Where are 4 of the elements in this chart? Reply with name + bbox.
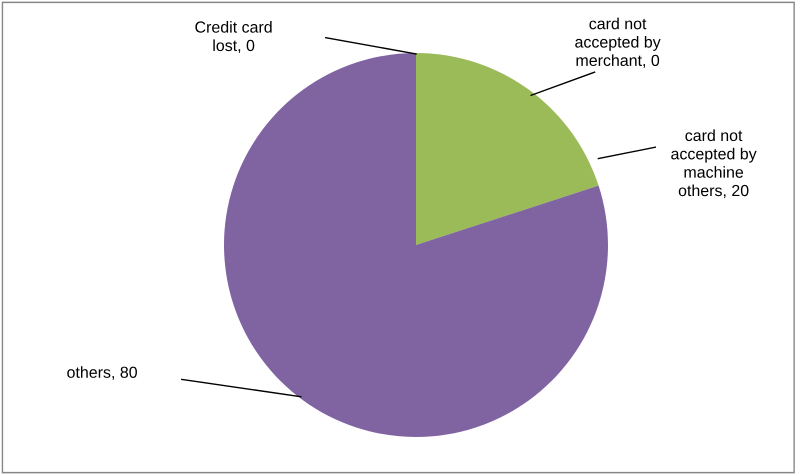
category-label: Credit card lost, 0 xyxy=(195,21,272,53)
slice-label: others, 80 xyxy=(67,366,137,380)
category-label: card not accepted by merchant, 0 xyxy=(575,18,661,68)
slice-label: card not accepted by machine others, 20 xyxy=(671,129,757,198)
